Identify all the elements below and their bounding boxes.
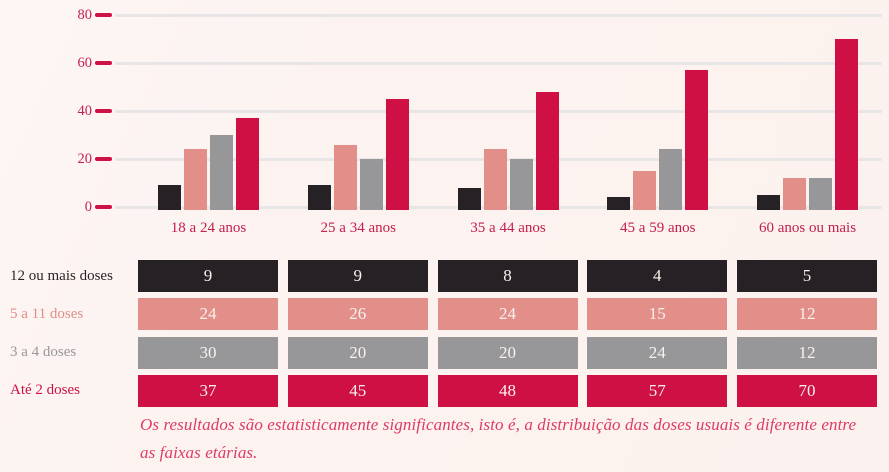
y-axis-tick-label: 20 — [77, 150, 93, 167]
bar-black — [158, 185, 181, 210]
bar-crimson — [535, 91, 559, 210]
bar-gray — [359, 159, 383, 210]
category-label: 35 a 44 anos — [470, 220, 546, 236]
category-label: 18 a 24 anos — [170, 220, 247, 236]
y-axis-tick-label: 60 — [77, 54, 93, 71]
category-label: 25 a 34 anos — [320, 220, 396, 236]
bar-salmon — [633, 171, 657, 210]
y-axis-tick — [95, 157, 112, 161]
bar-crimson — [685, 70, 709, 210]
table-row-label: 5 a 11 doses — [10, 305, 84, 322]
table-cell: 12 — [737, 336, 877, 369]
bar-salmon — [483, 149, 507, 210]
table-row-label: 12 ou mais doses — [10, 267, 113, 284]
table-cell: 9 — [287, 260, 428, 292]
category-label: 45 a 59 anos — [620, 220, 696, 236]
table-cell: 20 — [287, 336, 428, 369]
bar-black — [307, 185, 331, 210]
table-cell: 12 — [737, 298, 877, 331]
table-cell: 57 — [587, 374, 728, 407]
bar-gray — [659, 149, 683, 210]
y-axis-tick — [95, 13, 112, 17]
note-text: Os resultados são estatisticamente signi… — [140, 415, 857, 462]
table-cell: 4 — [587, 260, 728, 292]
gridline — [115, 13, 882, 17]
table-cell: 30 — [138, 336, 278, 369]
y-axis-tick — [95, 61, 112, 65]
bar-gray — [210, 135, 233, 210]
bar-crimson — [835, 39, 858, 210]
bar-salmon — [783, 178, 806, 210]
y-axis-tick — [95, 205, 112, 209]
bar-salmon — [333, 144, 357, 210]
table-cell: 26 — [287, 298, 428, 331]
table-cell: 48 — [437, 374, 578, 407]
table-cell: 24 — [587, 336, 728, 369]
y-axis-tick-label: 80 — [77, 6, 93, 23]
table-cell: 8 — [437, 260, 578, 292]
table-cell: 24 — [138, 298, 278, 331]
table-cell: 5 — [737, 260, 877, 292]
table-cell: 9 — [138, 260, 278, 292]
gridline — [115, 61, 882, 65]
y-axis-tick — [95, 109, 112, 113]
table-cell: 70 — [737, 374, 877, 407]
y-axis-tick-label: 40 — [77, 102, 93, 119]
bar-salmon — [184, 149, 207, 210]
table-cell: 45 — [287, 374, 428, 407]
bar-crimson — [385, 99, 409, 210]
table-cell: 24 — [437, 298, 578, 331]
bar-crimson — [236, 118, 259, 210]
bar-black — [457, 187, 481, 210]
bar-black — [607, 197, 631, 210]
bar-gray — [809, 178, 832, 210]
table-row-label: 3 a 4 doses — [10, 344, 77, 361]
bar-black — [757, 195, 780, 210]
table-cell: 15 — [587, 298, 728, 331]
y-axis-tick-label: 0 — [84, 198, 92, 215]
bar-gray — [509, 159, 533, 210]
gridline — [115, 109, 882, 113]
table-row-label: Até 2 doses — [10, 382, 80, 399]
table-cell: 20 — [437, 336, 578, 369]
table-cell: 37 — [138, 374, 278, 407]
category-label: 60 anos ou mais — [758, 220, 857, 236]
